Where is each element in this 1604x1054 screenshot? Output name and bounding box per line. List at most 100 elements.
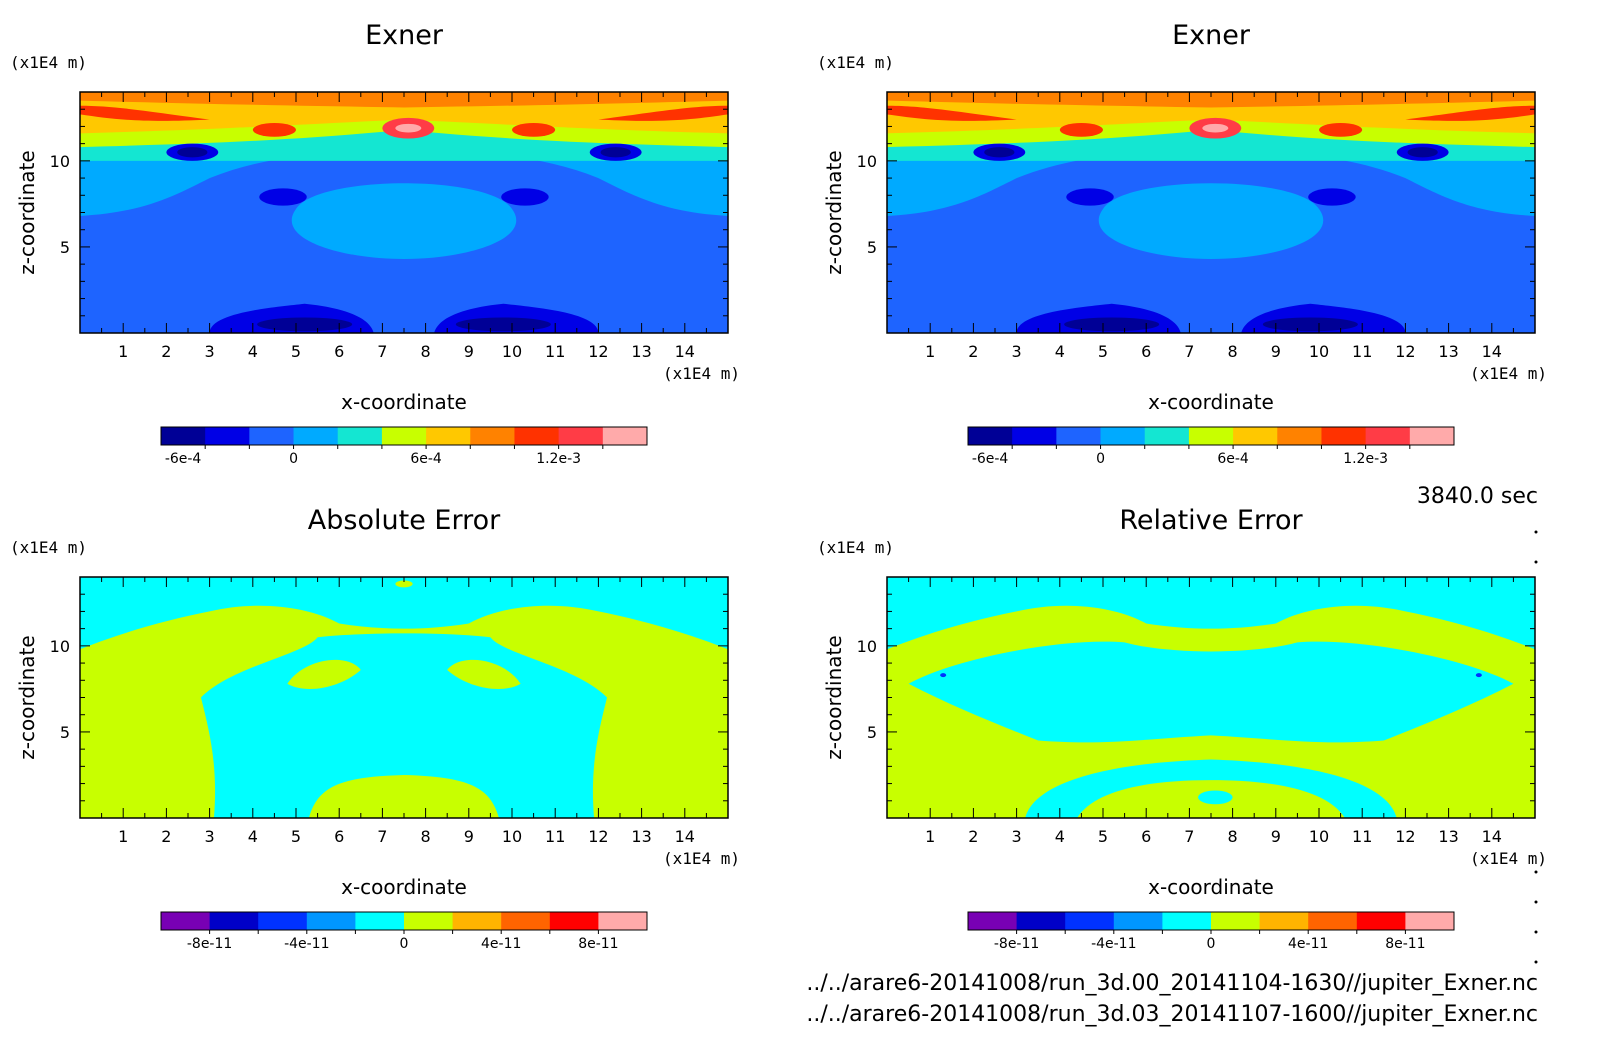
colorbar-swatch bbox=[501, 912, 551, 930]
colorbar-swatch bbox=[968, 427, 1013, 445]
colorbar-tick-label: -4e-11 bbox=[284, 936, 329, 952]
x-tick-label: 7 bbox=[377, 827, 387, 846]
y-unit-label: (x1E4 m) bbox=[817, 53, 894, 72]
colorbar-swatch bbox=[1211, 912, 1261, 930]
colorbar-swatch bbox=[1277, 427, 1322, 445]
colorbar-tick-label: 6e-4 bbox=[410, 451, 442, 467]
x-tick-label: 3 bbox=[205, 827, 215, 846]
field-band bbox=[1308, 188, 1356, 206]
field-region bbox=[388, 790, 420, 805]
trailing-dots bbox=[1534, 530, 1538, 964]
chart-title: Absolute Error bbox=[308, 505, 501, 536]
colorbar-swatch bbox=[514, 427, 560, 445]
colorbar-swatch bbox=[1365, 427, 1411, 445]
x-tick-label: 11 bbox=[545, 342, 565, 361]
x-axis-label: x-coordinate bbox=[1148, 390, 1274, 414]
colorbar-tick-label: 0 bbox=[400, 936, 409, 952]
colorbar-frame bbox=[160, 426, 648, 446]
x-unit-label: (x1E4 m) bbox=[663, 849, 740, 868]
y-tick-label: 10 bbox=[50, 152, 70, 171]
x-tick-label: 5 bbox=[291, 827, 301, 846]
x-tick-label: 10 bbox=[502, 342, 522, 361]
colorbar-swatch bbox=[355, 912, 405, 930]
colorbar-swatch bbox=[293, 427, 339, 445]
field-band bbox=[887, 92, 1535, 108]
x-tick-label: 1 bbox=[925, 342, 935, 361]
field-band bbox=[887, 105, 1017, 121]
x-tick-label: 3 bbox=[1012, 827, 1022, 846]
colorbar-swatch bbox=[1065, 912, 1115, 930]
x-tick-label: 3 bbox=[1012, 342, 1022, 361]
x-tick-label: 5 bbox=[1098, 342, 1108, 361]
field-region bbox=[1198, 790, 1233, 805]
x-tick-label: 4 bbox=[248, 342, 258, 361]
field-region bbox=[447, 659, 521, 689]
colorbar-swatch bbox=[1144, 427, 1190, 445]
field-band bbox=[455, 317, 551, 332]
colorbar-swatch bbox=[209, 912, 259, 930]
field-band bbox=[395, 123, 422, 133]
x-tick-label: 11 bbox=[1352, 827, 1372, 846]
x-unit-label: (x1E4 m) bbox=[663, 364, 740, 383]
dot-mark bbox=[1534, 960, 1538, 964]
time-label: 3840.0 sec bbox=[1417, 484, 1538, 509]
x-tick-label: 12 bbox=[1395, 342, 1415, 361]
colorbar-swatch bbox=[598, 912, 648, 930]
field-band bbox=[1407, 147, 1438, 158]
x-tick-label: 14 bbox=[1482, 342, 1502, 361]
dot-mark bbox=[1534, 930, 1538, 934]
x-tick-label: 5 bbox=[291, 342, 301, 361]
colorbar-tick-label: -8e-11 bbox=[187, 936, 232, 952]
x-tick-label: 2 bbox=[161, 342, 171, 361]
colorbar-tick-label: 4e-11 bbox=[1288, 936, 1328, 952]
colorbar-frame bbox=[967, 426, 1455, 446]
x-tick-label: 12 bbox=[1395, 827, 1415, 846]
x-tick-label: 9 bbox=[1271, 342, 1281, 361]
y-tick-label: 5 bbox=[60, 238, 70, 257]
x-unit-label: (x1E4 m) bbox=[1470, 364, 1547, 383]
y-unit-label: (x1E4 m) bbox=[817, 538, 894, 557]
field-band bbox=[1064, 317, 1160, 332]
dot-mark bbox=[1534, 870, 1538, 874]
colorbar-swatch bbox=[602, 427, 648, 445]
x-axis-label: x-coordinate bbox=[341, 875, 467, 899]
x-tick-label: 1 bbox=[925, 827, 935, 846]
colorbar-swatch bbox=[306, 912, 356, 930]
colorbar-swatch bbox=[337, 427, 383, 445]
colorbar-swatch bbox=[1321, 427, 1367, 445]
chart-panel: Exner(x1E4 m)1 2 3 4 5 6 7 8 9 10 11 12 13 14510(x1E4… bbox=[10, 20, 740, 467]
y-tick-label: 10 bbox=[857, 637, 877, 656]
chart-title: Exner bbox=[365, 20, 444, 51]
field-band bbox=[80, 105, 210, 121]
x-tick-label: 11 bbox=[545, 827, 565, 846]
x-tick-label: 8 bbox=[421, 827, 431, 846]
field-band bbox=[259, 188, 307, 206]
colorbar-swatch bbox=[1113, 912, 1163, 930]
y-axis-label: z-coordinate bbox=[822, 150, 846, 274]
x-unit-label: (x1E4 m) bbox=[1470, 849, 1547, 868]
y-axis-label: z-coordinate bbox=[822, 635, 846, 759]
colorbar-swatch bbox=[161, 427, 206, 445]
field-band bbox=[1405, 105, 1535, 121]
x-tick-label: 7 bbox=[1184, 342, 1194, 361]
x-tick-label: 10 bbox=[1309, 342, 1329, 361]
x-tick-label: 6 bbox=[334, 827, 344, 846]
colorbar-swatch bbox=[470, 427, 515, 445]
y-tick-label: 5 bbox=[60, 723, 70, 742]
dot-mark bbox=[1534, 900, 1538, 904]
field-band bbox=[291, 183, 517, 259]
colorbar-swatch bbox=[1100, 427, 1146, 445]
chart-panel: Relative Error(x1E4 m)1 2 3 4 5 6 7 8 9 10 11 12 13 1… bbox=[817, 505, 1547, 952]
x-tick-label: 8 bbox=[1228, 342, 1238, 361]
x-tick-label: 12 bbox=[588, 342, 608, 361]
field-band bbox=[501, 188, 549, 206]
colorbar-swatch bbox=[381, 427, 427, 445]
y-tick-label: 10 bbox=[50, 637, 70, 656]
colorbar-tick-label: 6e-4 bbox=[1217, 451, 1249, 467]
chart-title: Exner bbox=[1172, 20, 1251, 51]
colorbar-swatch bbox=[452, 912, 502, 930]
x-tick-label: 9 bbox=[464, 827, 474, 846]
x-tick-label: 10 bbox=[1309, 827, 1329, 846]
field-region bbox=[1025, 759, 1397, 818]
field-band bbox=[984, 147, 1015, 158]
